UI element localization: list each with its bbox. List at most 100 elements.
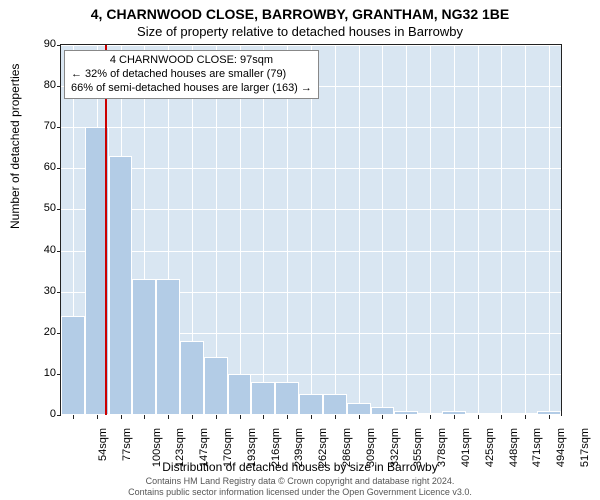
xtick-label: 262sqm bbox=[317, 428, 329, 467]
gridline-v bbox=[359, 45, 360, 415]
xtick-mark bbox=[144, 415, 145, 419]
histogram-bar bbox=[490, 413, 514, 415]
ytick-mark bbox=[57, 168, 61, 169]
histogram-bar bbox=[371, 407, 395, 415]
xtick-label: 193sqm bbox=[246, 428, 258, 467]
xtick-mark bbox=[192, 415, 193, 419]
ytick-label: 30 bbox=[26, 285, 56, 297]
xtick-label: 378sqm bbox=[436, 428, 448, 467]
ytick-label: 40 bbox=[26, 244, 56, 256]
xtick-mark bbox=[168, 415, 169, 419]
gridline-v bbox=[406, 45, 407, 415]
annotation-line-1: 4 CHARNWOOD CLOSE: 97sqm bbox=[71, 54, 312, 68]
ytick-mark bbox=[57, 415, 61, 416]
xtick-label: 471sqm bbox=[532, 428, 544, 467]
histogram-bar bbox=[323, 394, 347, 415]
annotation-line-2: ← 32% of detached houses are smaller (79… bbox=[71, 68, 312, 82]
ytick-mark bbox=[57, 127, 61, 128]
xtick-label: 425sqm bbox=[484, 428, 496, 467]
marker-line bbox=[105, 45, 107, 415]
gridline-v bbox=[478, 45, 479, 415]
ytick-label: 50 bbox=[26, 202, 56, 214]
plot-area bbox=[60, 44, 562, 416]
xtick-mark bbox=[430, 415, 431, 419]
ytick-mark bbox=[57, 292, 61, 293]
histogram-bar bbox=[442, 411, 466, 415]
xtick-mark bbox=[73, 415, 74, 419]
xtick-mark bbox=[335, 415, 336, 419]
xtick-mark bbox=[525, 415, 526, 419]
footer-line-1: Contains HM Land Registry data © Crown c… bbox=[0, 476, 600, 487]
histogram-bar bbox=[513, 413, 537, 415]
xtick-label: 216sqm bbox=[270, 428, 282, 467]
histogram-bar bbox=[394, 411, 418, 415]
xtick-mark bbox=[359, 415, 360, 419]
xtick-mark bbox=[454, 415, 455, 419]
xtick-mark bbox=[478, 415, 479, 419]
ytick-label: 70 bbox=[26, 120, 56, 132]
histogram-bar bbox=[156, 279, 180, 415]
ytick-label: 80 bbox=[26, 79, 56, 91]
ytick-mark bbox=[57, 45, 61, 46]
gridline-v bbox=[454, 45, 455, 415]
xtick-mark bbox=[263, 415, 264, 419]
histogram-bar bbox=[537, 411, 561, 415]
histogram-bar bbox=[180, 341, 204, 415]
xtick-mark bbox=[216, 415, 217, 419]
gridline-v bbox=[263, 45, 264, 415]
footer-attribution: Contains HM Land Registry data © Crown c… bbox=[0, 476, 600, 498]
annotation-box: 4 CHARNWOOD CLOSE: 97sqm ← 32% of detach… bbox=[64, 50, 319, 99]
histogram-bar bbox=[132, 279, 156, 415]
xtick-label: 494sqm bbox=[555, 428, 567, 467]
histogram-bar bbox=[466, 413, 490, 415]
gridline-v bbox=[287, 45, 288, 415]
xtick-mark bbox=[287, 415, 288, 419]
gridline-v bbox=[549, 45, 550, 415]
histogram-bar bbox=[347, 403, 371, 415]
ytick-label: 0 bbox=[26, 408, 56, 420]
xtick-label: 170sqm bbox=[222, 428, 234, 467]
xtick-label: 54sqm bbox=[97, 428, 109, 461]
gridline-v bbox=[525, 45, 526, 415]
annotation-line-3: 66% of semi-detached houses are larger (… bbox=[71, 82, 312, 96]
histogram-bar bbox=[61, 316, 85, 415]
gridline-v bbox=[382, 45, 383, 415]
histogram-bar bbox=[204, 357, 228, 415]
footer-line-2: Contains public sector information licen… bbox=[0, 487, 600, 498]
xtick-label: 309sqm bbox=[365, 428, 377, 467]
xtick-label: 100sqm bbox=[151, 428, 163, 467]
histogram-bar bbox=[251, 382, 275, 415]
xtick-mark bbox=[406, 415, 407, 419]
xtick-label: 517sqm bbox=[579, 428, 591, 467]
xtick-mark bbox=[382, 415, 383, 419]
ytick-mark bbox=[57, 86, 61, 87]
gridline-v bbox=[335, 45, 336, 415]
histogram-bar bbox=[109, 156, 133, 415]
xtick-label: 77sqm bbox=[121, 428, 133, 461]
histogram-bar bbox=[418, 413, 442, 415]
xtick-mark bbox=[97, 415, 98, 419]
xtick-label: 355sqm bbox=[413, 428, 425, 467]
chart-title-sub: Size of property relative to detached ho… bbox=[0, 24, 600, 39]
xtick-mark bbox=[311, 415, 312, 419]
histogram-bar bbox=[275, 382, 299, 415]
gridline-v bbox=[311, 45, 312, 415]
gridline-v bbox=[501, 45, 502, 415]
ytick-label: 20 bbox=[26, 326, 56, 338]
xtick-mark bbox=[121, 415, 122, 419]
ytick-label: 90 bbox=[26, 38, 56, 50]
gridline-v bbox=[240, 45, 241, 415]
xtick-label: 147sqm bbox=[198, 428, 210, 467]
xtick-mark bbox=[549, 415, 550, 419]
xtick-mark bbox=[240, 415, 241, 419]
ytick-label: 10 bbox=[26, 367, 56, 379]
xtick-label: 286sqm bbox=[341, 428, 353, 467]
xtick-label: 239sqm bbox=[294, 428, 306, 467]
histogram-bar bbox=[228, 374, 252, 415]
ytick-label: 60 bbox=[26, 161, 56, 173]
xtick-label: 332sqm bbox=[389, 428, 401, 467]
xtick-label: 448sqm bbox=[508, 428, 520, 467]
xtick-label: 401sqm bbox=[460, 428, 472, 467]
chart-title-main: 4, CHARNWOOD CLOSE, BARROWBY, GRANTHAM, … bbox=[0, 6, 600, 22]
xtick-label: 123sqm bbox=[174, 428, 186, 467]
